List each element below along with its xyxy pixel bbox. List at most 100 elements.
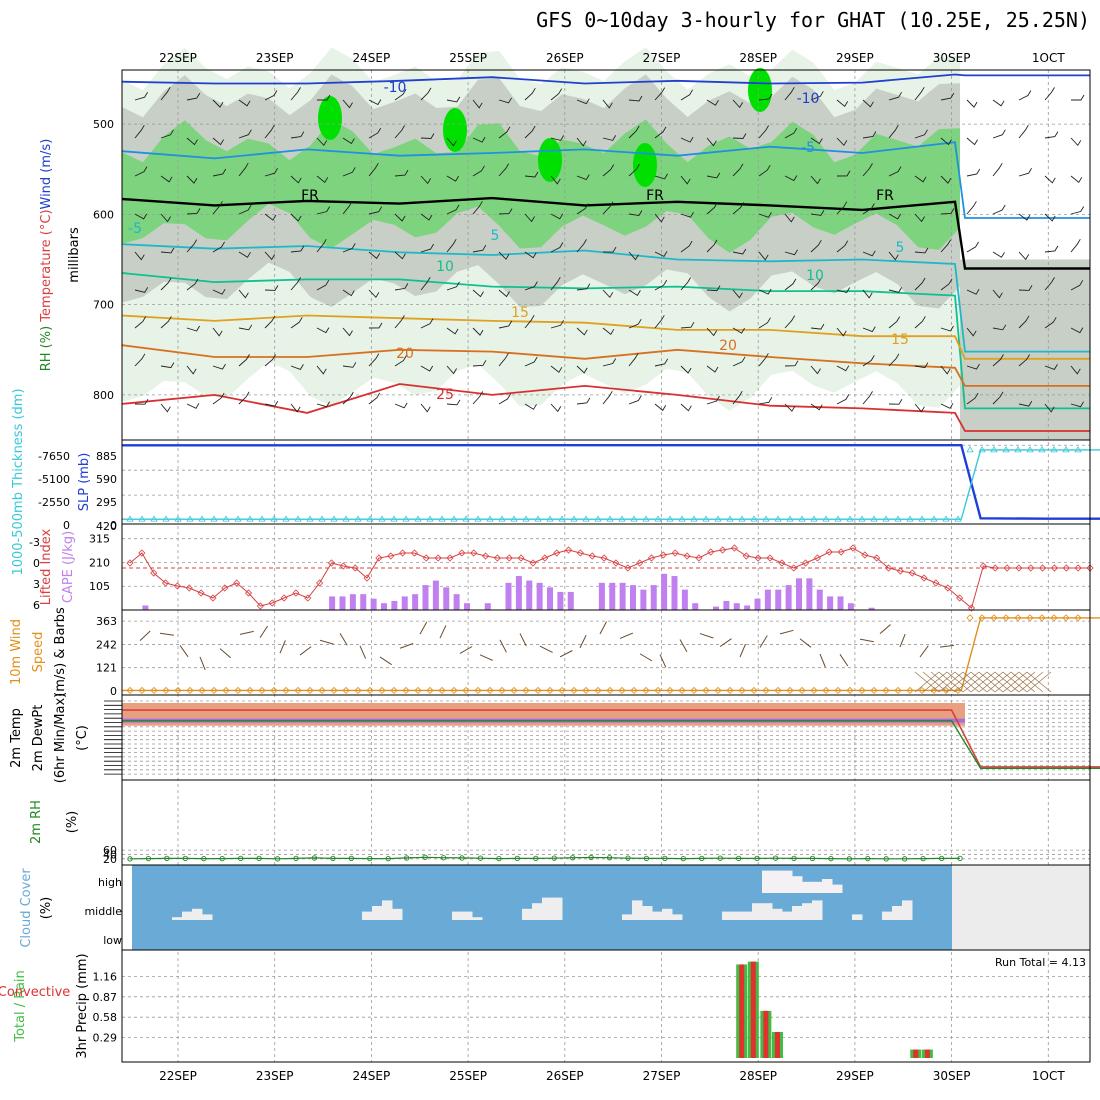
- wind-barb: [602, 390, 613, 405]
- cloud-middle-bar: [732, 911, 743, 920]
- wind-barb: [862, 391, 873, 405]
- wind-barb: [368, 322, 383, 329]
- wind-barb: [602, 135, 617, 141]
- wind-barb: [914, 129, 928, 139]
- wind-barb: [576, 397, 591, 405]
- wind-barb: [784, 315, 796, 329]
- wind-barb: [576, 283, 591, 291]
- surface-wind-barb: [819, 653, 826, 668]
- cape-bar: [142, 605, 149, 610]
- thickness-marker: [306, 515, 314, 522]
- wind-barb: [394, 283, 409, 291]
- wind-barb: [212, 99, 224, 108]
- surface-wind-barb: [519, 633, 527, 647]
- pressure-tick-label: 700: [93, 299, 114, 312]
- lifted-marker: [268, 599, 276, 607]
- thickness-marker: [498, 515, 506, 522]
- wind-barb: [1070, 327, 1084, 334]
- wind-marker: [174, 686, 182, 694]
- cape-bar: [329, 596, 336, 610]
- wind-barb: [992, 251, 1005, 258]
- lifted-marker: [600, 554, 608, 562]
- cloud-middle-bar: [782, 911, 793, 920]
- date-label-top: 26SEP: [546, 51, 584, 65]
- lifted-marker: [541, 554, 549, 562]
- wind-marker: [366, 686, 374, 694]
- wind-tick-label: 0: [110, 685, 117, 698]
- wind-tick-label: 363: [96, 615, 117, 628]
- wind-barb: [654, 358, 669, 367]
- wind-barb: [368, 251, 381, 260]
- cape-bar: [432, 580, 439, 610]
- cape-bar: [598, 582, 605, 610]
- wind-marker: [630, 686, 638, 694]
- wind-barb: [524, 403, 537, 410]
- cloud-middle-bar: [882, 911, 893, 920]
- wind-barb: [654, 403, 667, 412]
- lifted-marker: [138, 549, 146, 557]
- wind-barb: [992, 289, 1003, 299]
- wind-ylabel: (m/s) & Barbs: [53, 607, 68, 697]
- wind-barb: [186, 403, 200, 409]
- thickness-marker: [426, 515, 434, 522]
- rh-tick-label: 20: [103, 853, 117, 866]
- lifted-marker: [730, 544, 739, 552]
- rh-band-green: [122, 119, 960, 253]
- cape-bar: [443, 587, 450, 610]
- wind-barb: [758, 164, 771, 177]
- cape-ylabel: CAPE (J/kg): [61, 531, 76, 603]
- wind-barb: [940, 365, 951, 375]
- thickness-marker: [486, 515, 494, 522]
- thickness-marker: [318, 515, 326, 522]
- wind-barb: [264, 251, 276, 261]
- wind-barb: [654, 315, 665, 329]
- wind-barb: [238, 162, 249, 177]
- thickness-marker: [438, 515, 446, 522]
- wind-barb: [836, 394, 850, 405]
- wind-barb: [238, 289, 249, 299]
- rh-label: RH (%): [39, 322, 54, 372]
- surface-wind-barb: [939, 644, 954, 648]
- lifted-marker: [790, 564, 798, 572]
- wind-barb: [316, 137, 328, 147]
- cape-bar: [764, 589, 771, 610]
- lifted-marker: [363, 574, 371, 582]
- lifted-marker: [256, 602, 264, 610]
- wind-barb: [472, 391, 484, 405]
- thickness-marker: [282, 515, 290, 522]
- temperature-contour: [121, 73, 1090, 85]
- wind-marker: [186, 686, 194, 694]
- cloud-level-label: middle: [84, 905, 122, 918]
- thickness-marker: [966, 446, 974, 453]
- wind-barb: [420, 243, 434, 253]
- wind-marker: [738, 686, 746, 694]
- wind-marker: [342, 686, 350, 694]
- cloud-high-bar: [792, 876, 803, 893]
- surface-wind-barb: [879, 624, 891, 635]
- wind-barb: [940, 278, 953, 291]
- wind-barb: [290, 87, 301, 101]
- rh-core: [633, 143, 657, 187]
- wind-marker: [126, 686, 134, 694]
- lifted-marker: [553, 549, 561, 557]
- thickness-marker: [750, 515, 758, 522]
- wind-marker: [822, 686, 830, 694]
- wind-barb: [212, 288, 226, 295]
- wind-barb: [732, 133, 747, 139]
- thickness-tick-label: -2550: [38, 496, 70, 509]
- wind-barb: [342, 137, 355, 145]
- wind-barb: [992, 391, 1004, 405]
- wind-barb: [1070, 365, 1081, 375]
- thickness-marker: [354, 515, 362, 522]
- wind-barb: [264, 400, 279, 407]
- cape-tick-label: 315: [89, 533, 110, 546]
- cloud-middle-bar: [172, 917, 183, 920]
- wind-barb: [862, 289, 873, 299]
- wind-barb: [550, 276, 561, 291]
- wind-barb: [836, 240, 849, 253]
- wind-marker: [846, 686, 854, 694]
- wind-marker: [414, 686, 422, 694]
- cape-bar: [505, 582, 512, 610]
- wind-barb: [212, 241, 225, 253]
- thickness-marker: [1002, 446, 1010, 453]
